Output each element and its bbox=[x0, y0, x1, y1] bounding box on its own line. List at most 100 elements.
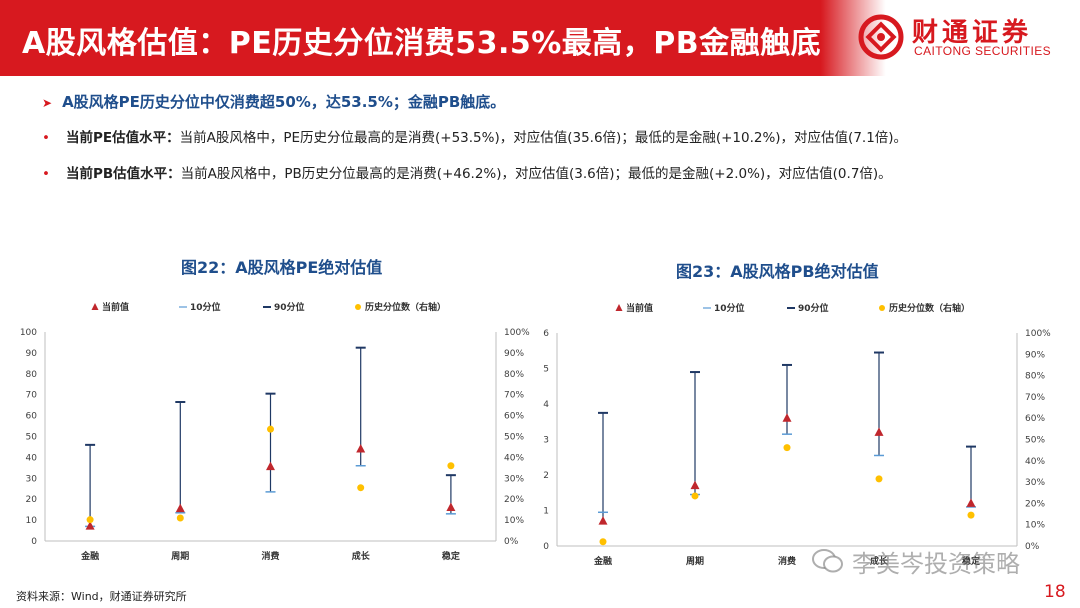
logo-english-name: CAITONG SECURITIES bbox=[914, 44, 1051, 58]
x-tick-label: 成长 bbox=[352, 550, 371, 562]
y-tick-label: 0 bbox=[543, 542, 549, 552]
data-source: 资料来源：Wind，财通证券研究所 bbox=[16, 590, 187, 603]
current-value-marker bbox=[782, 413, 792, 422]
x-tick-label: 周期 bbox=[686, 555, 704, 567]
y-tick-label: 40 bbox=[26, 453, 38, 463]
company-logo: 财通证券 CAITONG SECURITIES bbox=[850, 10, 1065, 66]
y2-tick-label: 90% bbox=[1025, 350, 1045, 360]
y-tick-label: 2 bbox=[543, 471, 549, 481]
legend-percentile-icon bbox=[355, 304, 361, 310]
y-tick-label: 80 bbox=[26, 370, 38, 380]
current-value-marker bbox=[85, 521, 95, 530]
y2-tick-label: 30% bbox=[504, 474, 524, 484]
chart-title-pb: 图23：A股风格PB绝对估值 bbox=[676, 262, 879, 281]
legend-current-icon bbox=[91, 303, 99, 310]
arrow-bullet-icon: ➤ bbox=[42, 96, 53, 110]
page-number: 18 bbox=[1044, 582, 1066, 602]
legend-p10-label: 10分位 bbox=[190, 301, 221, 313]
y-tick-label: 3 bbox=[543, 436, 549, 446]
y-tick-label: 70 bbox=[26, 391, 38, 401]
current-value-marker bbox=[966, 498, 976, 507]
percentile-marker bbox=[176, 514, 184, 522]
current-value-marker bbox=[266, 461, 275, 471]
y2-tick-label: 70% bbox=[504, 391, 524, 401]
percentile-marker bbox=[86, 516, 94, 524]
y-tick-label: 50 bbox=[26, 433, 38, 443]
wechat-icon bbox=[812, 549, 843, 573]
legend-p90-label: 90分位 bbox=[274, 301, 305, 313]
y2-tick-label: 40% bbox=[1025, 457, 1045, 467]
y2-tick-label: 100% bbox=[504, 328, 530, 338]
percentile-marker bbox=[691, 492, 699, 500]
x-tick-label: 金融 bbox=[80, 550, 99, 562]
percentile-marker bbox=[783, 444, 791, 452]
logo-chinese-name: 财通证券 bbox=[912, 18, 1033, 48]
x-tick-label: 周期 bbox=[171, 550, 189, 562]
y2-tick-label: 10% bbox=[1025, 521, 1045, 531]
y2-tick-label: 50% bbox=[1025, 436, 1045, 446]
y-tick-label: 90 bbox=[26, 349, 38, 359]
percentile-marker bbox=[875, 475, 883, 483]
summary-bullet-pe: • 当前PE估值水平：当前A股风格中，PE历史分位最高的是消费(+53.5%)，对… bbox=[42, 126, 907, 146]
legend-p10-label: 10分位 bbox=[714, 302, 745, 314]
y2-tick-label: 20% bbox=[1025, 499, 1045, 509]
y-tick-label: 20 bbox=[26, 495, 38, 505]
watermark: 李美岑投资策略 bbox=[852, 550, 1020, 578]
percentile-marker bbox=[357, 484, 365, 492]
y2-tick-label: 90% bbox=[504, 349, 524, 359]
y2-tick-label: 10% bbox=[504, 516, 524, 526]
legend-percentile-icon bbox=[879, 305, 885, 311]
bullet-label: 当前PE估值水平： bbox=[65, 130, 180, 146]
legend-current-icon bbox=[615, 304, 623, 311]
y2-tick-label: 60% bbox=[504, 412, 524, 422]
current-value-marker bbox=[175, 503, 185, 513]
legend-current-label: 当前值 bbox=[102, 301, 129, 313]
y-tick-label: 5 bbox=[543, 365, 549, 375]
summary-bullet-pb: • 当前PB估值水平：当前A股风格中，PB历史分位最高的是消费(+46.2%)，对… bbox=[42, 162, 892, 182]
current-value-marker bbox=[690, 480, 700, 490]
x-tick-label: 稳定 bbox=[442, 550, 461, 562]
y-tick-label: 100 bbox=[20, 328, 37, 338]
y-tick-label: 6 bbox=[543, 329, 549, 339]
legend-percentile-label: 历史分位数（右轴） bbox=[889, 302, 970, 314]
y2-tick-label: 0% bbox=[1025, 542, 1040, 552]
y2-tick-label: 40% bbox=[504, 453, 524, 463]
percentile-marker bbox=[967, 511, 975, 519]
current-value-marker bbox=[446, 502, 456, 512]
bullet-text: 当前A股风格中，PE历史分位最高的是消费(+53.5%)，对应估值(35.6倍)… bbox=[179, 130, 908, 146]
legend-percentile-label: 历史分位数（右轴） bbox=[365, 301, 446, 313]
y2-tick-label: 20% bbox=[504, 495, 524, 505]
y2-tick-label: 60% bbox=[1025, 414, 1045, 424]
y-tick-label: 60 bbox=[26, 412, 38, 422]
x-tick-label: 金融 bbox=[593, 555, 612, 567]
bullet-label: 当前PB估值水平： bbox=[65, 166, 181, 182]
y-tick-label: 0 bbox=[31, 537, 37, 547]
y-tick-label: 1 bbox=[543, 507, 549, 517]
bullet-dot-icon: • bbox=[42, 166, 50, 182]
y-tick-label: 10 bbox=[26, 516, 38, 526]
y2-tick-label: 100% bbox=[1025, 329, 1051, 339]
y-tick-label: 30 bbox=[26, 474, 38, 484]
y2-tick-label: 30% bbox=[1025, 478, 1045, 488]
y2-tick-label: 70% bbox=[1025, 393, 1045, 403]
summary-lead: ➤ A股风格PE历史分位中仅消费超50%，达53.5%；金融PB触底。 bbox=[42, 91, 505, 112]
y2-tick-label: 50% bbox=[504, 433, 524, 443]
y-tick-label: 4 bbox=[543, 400, 549, 410]
y2-tick-label: 80% bbox=[1025, 372, 1045, 382]
summary-lead-text: A股风格PE历史分位中仅消费超50%，达53.5%；金融PB触底。 bbox=[62, 93, 506, 111]
current-value-marker bbox=[598, 516, 608, 525]
y2-tick-label: 0% bbox=[504, 537, 519, 547]
chart-title-pe: 图22：A股风格PE绝对估值 bbox=[181, 258, 383, 277]
pe-valuation-chart: 0 10 20 30 40 50 60 70 80 90 100 0% 10% 20% 30% 40% 50% 6… bbox=[20, 301, 530, 562]
logo-mark-icon bbox=[858, 14, 904, 60]
y2-tick-label: 80% bbox=[504, 370, 524, 380]
percentile-marker bbox=[267, 425, 274, 433]
page-title: A股风格估值：PE历史分位消费53.5%最高，PB金融触底 bbox=[22, 26, 822, 61]
x-tick-label: 稳定 bbox=[962, 555, 981, 567]
x-tick-label: 消费 bbox=[778, 555, 796, 567]
percentile-marker bbox=[447, 462, 455, 470]
percentile-marker bbox=[599, 538, 607, 546]
bullet-dot-icon: • bbox=[42, 130, 50, 146]
current-value-marker bbox=[874, 427, 884, 436]
legend-p90-label: 90分位 bbox=[798, 302, 829, 314]
